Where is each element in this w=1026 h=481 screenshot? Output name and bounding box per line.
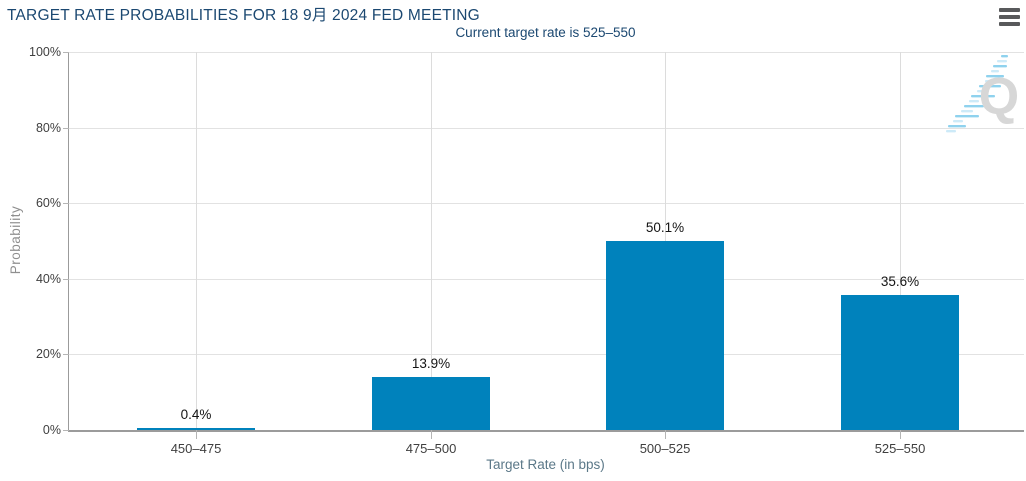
y-axis-tick bbox=[63, 354, 69, 355]
plot-area: Q 0% 20% 40% 60% 80% 100% 450–475 0.4% 475–500 13… bbox=[29, 45, 1024, 456]
horizontal-gridline bbox=[69, 279, 1024, 280]
horizontal-gridline bbox=[69, 52, 1024, 53]
bar-value-label: 50.1% bbox=[645, 220, 685, 235]
quikstrike-watermark-icon: Q bbox=[946, 55, 1019, 133]
hamburger-bar bbox=[999, 15, 1020, 19]
x-tick-label: 500–525 bbox=[639, 441, 691, 456]
y-axis-tick bbox=[63, 203, 69, 204]
y-axis-tick bbox=[63, 52, 69, 53]
horizontal-gridline bbox=[69, 128, 1024, 129]
y-axis-tick bbox=[63, 128, 69, 129]
y-tick-label: 80% bbox=[35, 121, 61, 135]
x-axis-tick bbox=[431, 430, 432, 439]
hamburger-menu-icon[interactable] bbox=[999, 8, 1020, 29]
horizontal-gridline bbox=[69, 354, 1024, 355]
y-tick-label: 100% bbox=[29, 45, 61, 59]
x-axis-title: Target Rate (in bps) bbox=[486, 457, 605, 472]
y-tick-label: 20% bbox=[35, 347, 61, 361]
bar-value-label: 35.6% bbox=[880, 274, 920, 289]
chart-subtitle: Current target rate is 525–550 bbox=[455, 25, 636, 40]
bar-value-label: 0.4% bbox=[180, 407, 212, 422]
vertical-gridline bbox=[431, 52, 432, 430]
y-axis-tick bbox=[63, 279, 69, 280]
y-axis-tick bbox=[63, 430, 69, 431]
bar bbox=[372, 377, 490, 430]
x-axis-tick bbox=[665, 430, 666, 439]
x-tick-label: 525–550 bbox=[874, 441, 926, 456]
horizontal-gridline bbox=[69, 203, 1024, 204]
x-axis-tick bbox=[900, 430, 901, 439]
hamburger-bar bbox=[999, 22, 1020, 26]
bar bbox=[137, 428, 255, 430]
bar bbox=[606, 241, 724, 430]
vertical-gridline bbox=[900, 52, 901, 430]
bar bbox=[841, 295, 959, 430]
bar-value-label: 13.9% bbox=[411, 356, 451, 371]
hamburger-bar bbox=[999, 8, 1020, 12]
x-axis-tick bbox=[196, 430, 197, 439]
y-tick-label: 40% bbox=[35, 272, 61, 286]
page-title: TARGET RATE PROBABILITIES FOR 18 9月 2024… bbox=[7, 7, 480, 24]
vertical-gridline bbox=[196, 52, 197, 430]
x-tick-label: 475–500 bbox=[405, 441, 457, 456]
x-tick-label: 450–475 bbox=[170, 441, 222, 456]
y-tick-label: 60% bbox=[35, 196, 61, 210]
y-tick-label: 0% bbox=[42, 423, 61, 437]
watermark-q-letter: Q bbox=[979, 68, 1019, 126]
